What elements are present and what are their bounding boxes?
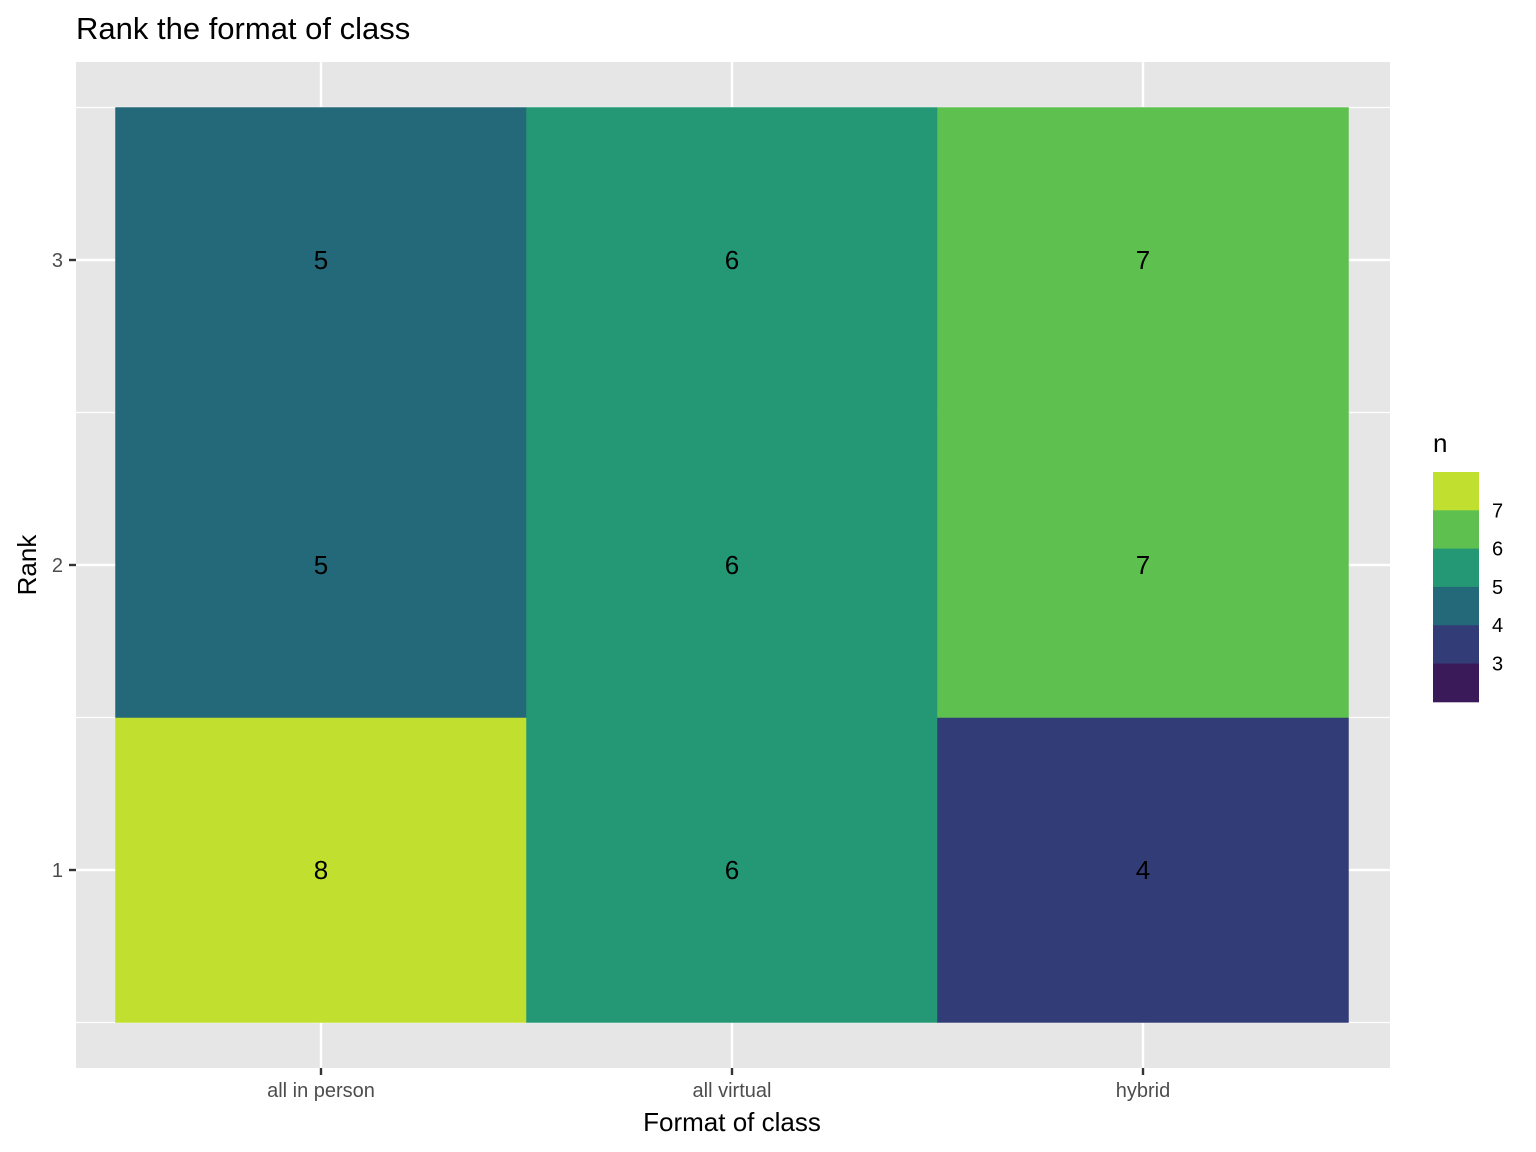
cell-value-label: 7	[1136, 550, 1150, 580]
chart-title: Rank the format of class	[76, 11, 410, 46]
cell-value-label: 4	[1136, 855, 1150, 885]
x-axis-title: Format of class	[643, 1107, 821, 1137]
legend-label: 7	[1492, 500, 1503, 522]
cell-value-label: 6	[725, 550, 739, 580]
cell-value-label: 7	[1136, 245, 1150, 275]
y-axis: 1 2 3	[52, 250, 76, 882]
cell-value-label: 6	[725, 855, 739, 885]
cell-value-label: 8	[314, 855, 328, 885]
x-tick-label: hybrid	[1116, 1080, 1170, 1102]
legend-swatch	[1433, 548, 1479, 588]
cell-value-label: 6	[725, 245, 739, 275]
legend-label: 6	[1492, 539, 1503, 561]
heatmap-cell	[115, 412, 527, 718]
legend-swatch	[1433, 663, 1479, 703]
heatmap-cell	[937, 717, 1349, 1023]
heatmap-cell	[115, 107, 527, 413]
legend: n 7 6 5 4 3	[1433, 428, 1503, 703]
heatmap-cell	[937, 107, 1349, 413]
heatmap-cell	[526, 717, 938, 1023]
x-axis: all in person all virtual hybrid	[267, 1068, 1170, 1102]
legend-label: 3	[1492, 654, 1503, 676]
y-tick-label: 1	[52, 860, 63, 882]
legend-swatch	[1433, 510, 1479, 550]
legend-label: 4	[1492, 615, 1503, 637]
legend-title: n	[1433, 428, 1447, 458]
heatmap-cell	[937, 412, 1349, 718]
heatmap-cells	[115, 107, 1349, 1023]
cell-value-label: 5	[314, 245, 328, 275]
y-tick-label: 3	[52, 250, 63, 272]
cell-labels: 8 5 5 6 6 6 4 7 7	[314, 245, 1150, 885]
heatmap-cell	[526, 107, 938, 413]
x-tick-label: all virtual	[693, 1080, 772, 1102]
y-tick-label: 2	[52, 555, 63, 577]
legend-swatch	[1433, 625, 1479, 664]
cell-value-label: 5	[314, 550, 328, 580]
heatmap-cell	[115, 717, 527, 1023]
legend-swatch	[1433, 586, 1479, 626]
legend-swatch	[1433, 472, 1479, 511]
legend-label: 5	[1492, 577, 1503, 599]
y-axis-title: Rank	[12, 534, 42, 596]
x-tick-label: all in person	[267, 1080, 375, 1102]
heatmap-cell	[526, 412, 938, 718]
